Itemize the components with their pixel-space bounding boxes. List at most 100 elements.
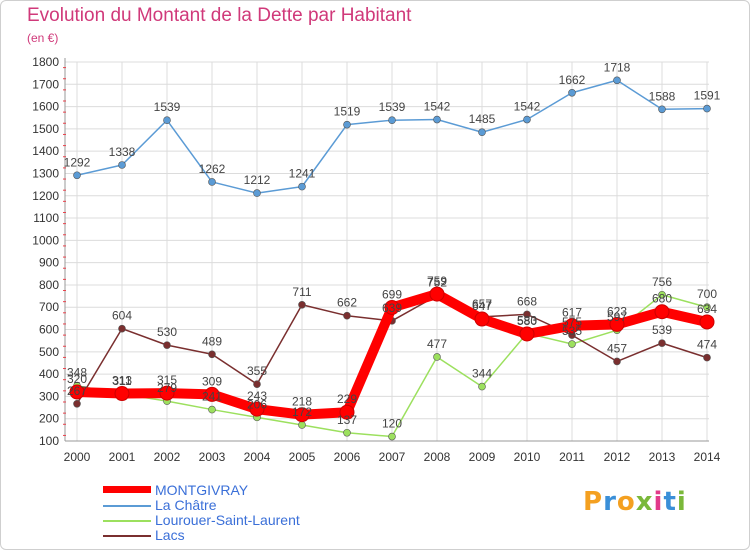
x-tick-label: 2004 bbox=[244, 450, 271, 464]
data-label-lourouer: 583 bbox=[517, 313, 537, 327]
series-layer bbox=[69, 76, 715, 441]
data-label-lacs: 604 bbox=[112, 309, 132, 323]
axis-layer: 100 200 300 400 500 600 700 800 900 1000 1100 1200 1… bbox=[32, 55, 720, 464]
data-point-montgivray bbox=[474, 311, 490, 327]
y-tick-label: 600 bbox=[39, 323, 59, 337]
x-tick-label: 2001 bbox=[109, 450, 136, 464]
x-tick-label: 2014 bbox=[694, 450, 721, 464]
data-label-la-chatre: 1212 bbox=[244, 173, 271, 187]
grid-layer bbox=[65, 61, 709, 442]
data-label-montgivray: 759 bbox=[427, 274, 447, 288]
logo-letter: r bbox=[603, 487, 617, 517]
y-tick-label: 1600 bbox=[32, 100, 59, 114]
data-label-lourouer: 756 bbox=[652, 275, 672, 289]
data-label-la-chatre: 1542 bbox=[424, 100, 451, 114]
legend-label-montgivray: MONTGIVRAY bbox=[155, 482, 249, 498]
data-point-lacs bbox=[253, 380, 261, 388]
data-label-montgivray: 699 bbox=[382, 287, 402, 301]
data-label-montgivray: 647 bbox=[472, 299, 492, 313]
data-point-lourouer bbox=[478, 382, 486, 391]
data-point-la-chatre bbox=[253, 189, 261, 197]
data-point-montgivray bbox=[339, 404, 355, 420]
data-point-la-chatre bbox=[568, 88, 576, 97]
data-point-lacs bbox=[613, 357, 621, 366]
proxiti-logo: Proxiti bbox=[583, 487, 687, 517]
data-label-montgivray: 313 bbox=[112, 374, 132, 388]
data-point-la-chatre bbox=[478, 128, 486, 137]
data-label-la-chatre: 1338 bbox=[109, 145, 136, 159]
x-tick-label: 2003 bbox=[199, 450, 226, 464]
data-point-lacs bbox=[523, 310, 531, 319]
data-label-lacs: 711 bbox=[292, 285, 311, 299]
data-label-la-chatre: 1588 bbox=[649, 89, 676, 103]
legend-swatch-montgivray bbox=[103, 486, 151, 493]
chart-unit-label: (en €) bbox=[27, 31, 59, 45]
data-point-lacs bbox=[298, 300, 306, 309]
data-label-lacs: 639 bbox=[382, 301, 402, 315]
data-label-la-chatre: 1539 bbox=[154, 100, 181, 114]
data-point-lacs bbox=[163, 341, 171, 349]
data-label-lacs: 474 bbox=[697, 338, 717, 352]
data-label-la-chatre: 1662 bbox=[559, 73, 586, 87]
data-label-montgivray: 680 bbox=[652, 292, 672, 306]
data-label-montgivray: 315 bbox=[157, 373, 177, 387]
data-point-la-chatre bbox=[703, 104, 711, 113]
x-tick-label: 2011 bbox=[559, 450, 585, 464]
data-point-la-chatre bbox=[163, 116, 171, 124]
data-point-montgivray bbox=[69, 384, 85, 400]
data-label-lourouer: 477 bbox=[427, 337, 447, 351]
data-label-lourouer: 279 bbox=[157, 381, 177, 395]
x-tick-label: 2009 bbox=[469, 450, 496, 464]
data-point-lourouer bbox=[208, 405, 216, 414]
y-tick-label: 800 bbox=[39, 278, 59, 292]
x-tick-label: 2000 bbox=[64, 450, 91, 464]
data-label-la-chatre: 1539 bbox=[379, 100, 406, 114]
data-point-la-chatre bbox=[433, 115, 441, 124]
data-label-montgivray: 218 bbox=[292, 395, 312, 409]
data-label-lacs: 662 bbox=[337, 296, 357, 310]
data-label-montgivray: 320 bbox=[67, 372, 87, 386]
y-tick-label: 100 bbox=[39, 434, 59, 448]
data-label-lacs: 355 bbox=[247, 364, 267, 378]
y-tick-label: 1500 bbox=[32, 122, 59, 136]
data-point-lourouer bbox=[703, 303, 711, 312]
data-label-layer: 1292 1338 1539 1262 1212 1241 1519 1539 1542 1485… bbox=[64, 60, 721, 430]
y-tick-label: 1300 bbox=[32, 166, 59, 180]
data-label-montgivray: 623 bbox=[607, 304, 627, 318]
data-label-lourouer: 597 bbox=[607, 310, 627, 324]
data-point-montgivray bbox=[429, 286, 445, 302]
x-tick-label: 2012 bbox=[604, 450, 631, 464]
logo-letter: x bbox=[635, 487, 654, 517]
y-tick-label: 1100 bbox=[33, 211, 59, 225]
data-point-montgivray bbox=[654, 304, 670, 320]
data-point-montgivray bbox=[609, 316, 625, 332]
legend-swatch-lacs bbox=[103, 535, 151, 537]
x-tick-label: 2010 bbox=[514, 450, 541, 464]
data-label-lacs: 539 bbox=[652, 323, 672, 337]
y-tick-label: 1000 bbox=[32, 233, 59, 247]
y-tick-label: 700 bbox=[39, 300, 59, 314]
data-label-lourouer: 172 bbox=[292, 405, 312, 419]
data-point-lourouer bbox=[568, 340, 576, 348]
data-point-montgivray bbox=[249, 401, 265, 417]
data-label-la-chatre: 1718 bbox=[604, 60, 631, 74]
data-label-montgivray: 309 bbox=[202, 374, 222, 388]
data-label-lourouer: 311 bbox=[112, 374, 131, 388]
y-tick-label: 300 bbox=[39, 389, 59, 403]
data-label-la-chatre: 1292 bbox=[64, 155, 91, 169]
data-point-montgivray bbox=[519, 326, 535, 342]
data-label-lourouer: 137 bbox=[337, 413, 357, 427]
y-tick-label: 1200 bbox=[32, 189, 59, 203]
data-label-la-chatre: 1519 bbox=[334, 105, 361, 119]
data-label-montgivray: 229 bbox=[337, 392, 357, 406]
data-point-lourouer bbox=[433, 353, 441, 361]
data-point-lacs bbox=[703, 353, 711, 362]
data-label-montgivray: 617 bbox=[562, 306, 582, 320]
data-point-la-chatre bbox=[388, 116, 396, 124]
data-point-la-chatre bbox=[658, 105, 666, 114]
x-tick-label: 2007 bbox=[379, 450, 406, 464]
data-point-la-chatre bbox=[73, 171, 81, 180]
data-point-montgivray bbox=[204, 386, 220, 402]
x-tick-label: 2013 bbox=[649, 450, 676, 464]
data-point-la-chatre bbox=[613, 76, 621, 85]
